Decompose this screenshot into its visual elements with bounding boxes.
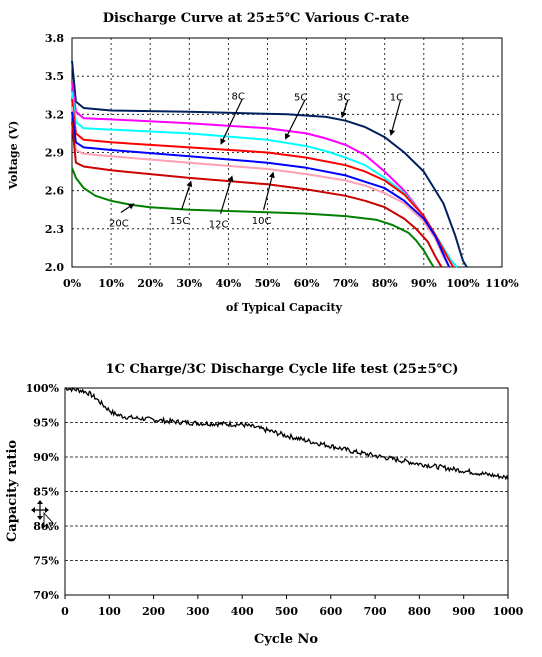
arrowhead: [186, 180, 193, 188]
annotation-arrow: [222, 98, 243, 140]
arrowhead: [285, 133, 291, 140]
x-tick-label: 80%: [372, 277, 398, 290]
y-tick-label: 70%: [33, 589, 59, 602]
y-tick-label: 95%: [33, 417, 59, 430]
x-tick-label: 40%: [215, 277, 241, 290]
x-tick-label: 900: [452, 605, 475, 618]
arrowhead: [389, 129, 396, 136]
discharge-chart-title: Discharge Curve at 25±5℃ Various C-rate: [103, 11, 410, 26]
series-line-15c: [71, 121, 443, 268]
arrowhead: [127, 203, 135, 210]
series-line-1c: [71, 60, 468, 268]
cursor-move-icon: [31, 500, 55, 531]
x-tick-label: 200: [142, 605, 165, 618]
x-tick-label: 90%: [411, 277, 437, 290]
arrowhead: [340, 111, 347, 119]
y-tick-label: 2.9: [45, 147, 64, 160]
annotation-arrow: [120, 206, 130, 213]
annotation-arrow: [287, 100, 306, 135]
arrowhead: [220, 138, 226, 145]
discharge-series: [71, 60, 468, 268]
capacity-line: [65, 386, 509, 481]
series-line-10c: [71, 106, 451, 268]
series-line-12c: [71, 111, 451, 268]
discharge-chart: Discharge Curve at 25±5℃ Various C-rate …: [7, 11, 519, 314]
x-tick-label: 110%: [485, 277, 519, 290]
y-tick-label: 2.0: [45, 261, 64, 274]
discharge-y-axis-label: Voltage (V): [7, 121, 20, 191]
annotation-label-20c: 20C: [109, 218, 129, 229]
x-tick-label: 100%: [446, 277, 480, 290]
y-tick-label: 2.6: [45, 185, 64, 198]
cycle-series: [65, 386, 509, 481]
annotation-arrow: [343, 100, 349, 113]
y-tick-label: 3.8: [45, 32, 64, 45]
cycle-y-axis-label: Capacity ratio: [5, 440, 20, 542]
x-tick-label: 100: [98, 605, 121, 618]
x-tick-label: 700: [364, 605, 387, 618]
annotation-arrow: [263, 177, 273, 211]
x-tick-label: 1000: [493, 605, 524, 618]
annotation-label-1c: 1C: [390, 93, 403, 104]
x-tick-label: 300: [186, 605, 209, 618]
x-tick-label: 30%: [176, 277, 202, 290]
arrowhead: [268, 171, 275, 179]
annotation-label-5c: 5C: [294, 93, 307, 104]
x-tick-label: 0%: [63, 277, 82, 290]
discharge-plot-frame: [71, 37, 503, 268]
y-tick-label: 3.5: [45, 70, 64, 83]
discharge-y-ticks: 2.0 2.3 2.6 2.9 3.2 3.5 3.8: [45, 32, 64, 274]
y-tick-label: 85%: [33, 486, 59, 499]
cycle-x-ticks: 0 100 200 300 400 500 600 700 800 900 1000: [61, 595, 524, 618]
series-line-5c: [71, 91, 458, 268]
discharge-annotations: 1C 3C 5C 8C 10C 12C 15C 20C: [109, 91, 403, 230]
x-tick-label: 60%: [294, 277, 320, 290]
annotation-label-15c: 15C: [170, 216, 190, 227]
annotation-arrow: [220, 180, 232, 214]
x-tick-label: 10%: [98, 277, 124, 290]
discharge-x-ticks: 0% 10% 20% 30% 40% 50% 60% 70% 80% 90% 100% 110%: [63, 277, 519, 290]
x-tick-label: 800: [408, 605, 431, 618]
y-tick-label: 90%: [33, 451, 59, 464]
y-tick-label: 2.3: [45, 223, 64, 236]
annotation-arrow: [391, 100, 402, 131]
annotation-label-10c: 10C: [252, 216, 272, 227]
x-tick-label: 0: [61, 605, 69, 618]
series-line-20c: [71, 167, 435, 268]
cycle-x-axis-label: Cycle No: [254, 632, 318, 647]
arrowhead: [227, 175, 234, 183]
discharge-x-axis-label: of Typical Capacity: [226, 301, 343, 314]
annotation-label-8c: 8C: [231, 91, 244, 102]
cycle-life-chart-title: 1C Charge/3C Discharge Cycle life test (…: [106, 362, 459, 377]
annotation-label-3c: 3C: [337, 93, 350, 104]
x-tick-label: 600: [319, 605, 342, 618]
annotation-label-12c: 12C: [209, 220, 229, 231]
x-tick-label: 50%: [255, 277, 281, 290]
y-tick-label: 3.2: [45, 108, 64, 121]
cycle-y-ticks: 70%75%80%85%90%95%100%: [26, 382, 60, 602]
x-tick-label: 400: [231, 605, 254, 618]
y-tick-label: 100%: [26, 382, 60, 395]
x-tick-label: 20%: [137, 277, 163, 290]
cycle-grid: [65, 422, 508, 561]
x-tick-label: 70%: [333, 277, 359, 290]
x-tick-label: 500: [275, 605, 298, 618]
cycle-life-chart: 1C Charge/3C Discharge Cycle life test (…: [5, 362, 524, 647]
annotation-arrow: [180, 185, 190, 211]
y-tick-label: 75%: [33, 555, 59, 568]
